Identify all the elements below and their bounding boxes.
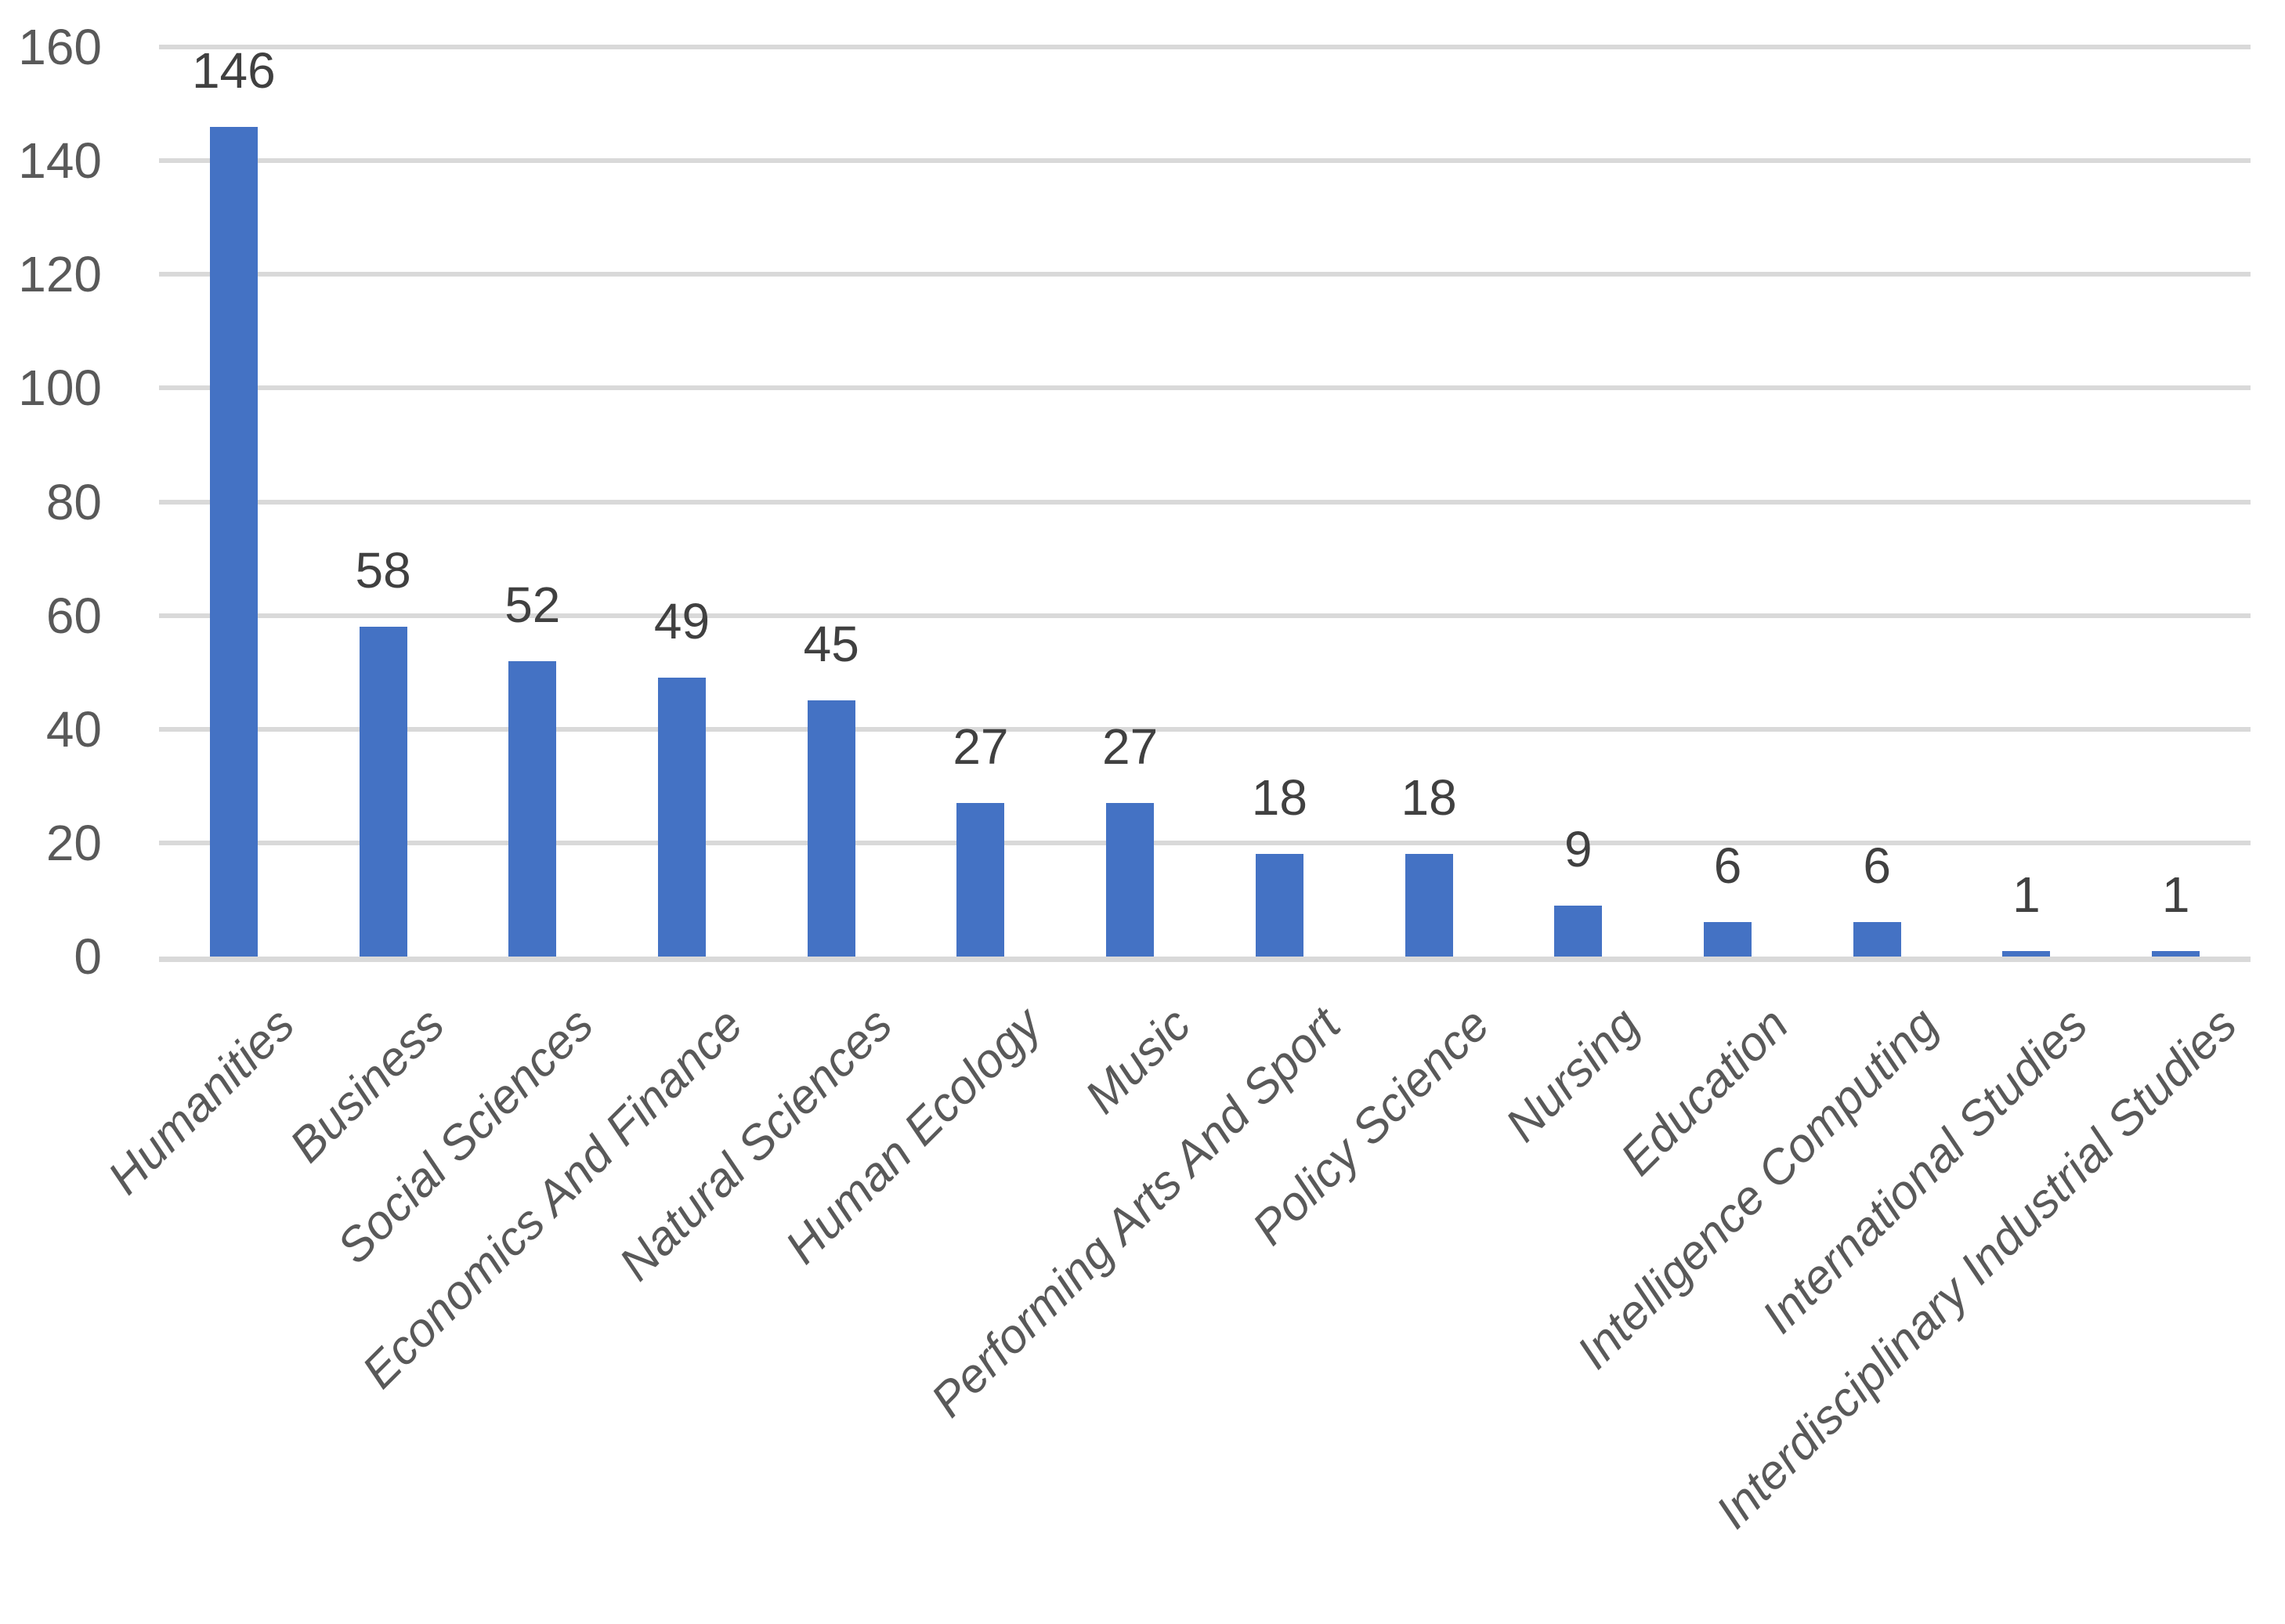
bar <box>658 678 706 957</box>
bar <box>2152 950 2200 957</box>
bar <box>209 126 258 957</box>
y-axis-tick-label: 140 <box>18 132 102 190</box>
bar-value-label: 58 <box>355 542 411 599</box>
bar-value-label: 49 <box>653 593 710 650</box>
bar <box>1704 922 1752 957</box>
bar <box>359 627 407 957</box>
bar-value-label: 18 <box>1401 769 1457 826</box>
bar <box>807 700 855 957</box>
bar-value-label: 9 <box>1564 820 1593 877</box>
bar <box>1255 854 1303 957</box>
bar <box>1405 854 1453 957</box>
y-axis-tick-label: 120 <box>18 246 102 303</box>
bar-value-label: 1 <box>2012 866 2041 923</box>
y-axis-tick-label: 60 <box>45 587 102 644</box>
bar-value-label: 27 <box>953 718 1009 776</box>
bar-value-label: 27 <box>1102 718 1159 776</box>
bar-value-label: 45 <box>803 616 859 673</box>
y-axis-tick-label: 0 <box>74 928 102 985</box>
gridline <box>159 272 2251 277</box>
gridline <box>159 45 2251 49</box>
bar <box>956 803 1005 957</box>
gridline <box>159 840 2251 845</box>
bar <box>1554 905 1603 957</box>
y-axis-tick-label: 100 <box>18 360 102 417</box>
bar <box>508 660 557 957</box>
y-axis-tick-label: 80 <box>45 473 102 530</box>
bar <box>2002 950 2051 957</box>
gridline <box>159 158 2251 164</box>
bar <box>1853 922 1901 957</box>
y-axis-tick-label: 160 <box>18 19 102 75</box>
bar <box>1106 803 1155 957</box>
gridline <box>159 613 2251 618</box>
gridline <box>159 499 2251 505</box>
gridline <box>159 726 2251 732</box>
bar-value-label: 18 <box>1251 769 1307 826</box>
y-axis-tick-label: 40 <box>45 700 102 758</box>
x-axis-line <box>159 957 2251 962</box>
y-axis-tick-label: 20 <box>45 814 102 871</box>
bar-value-label: 146 <box>191 42 276 99</box>
bar-value-label: 6 <box>1863 837 1891 895</box>
gridline <box>159 385 2251 391</box>
bar-value-label: 6 <box>1713 837 1742 895</box>
bar-value-label: 52 <box>504 576 561 633</box>
bar-value-label: 1 <box>2161 866 2190 923</box>
